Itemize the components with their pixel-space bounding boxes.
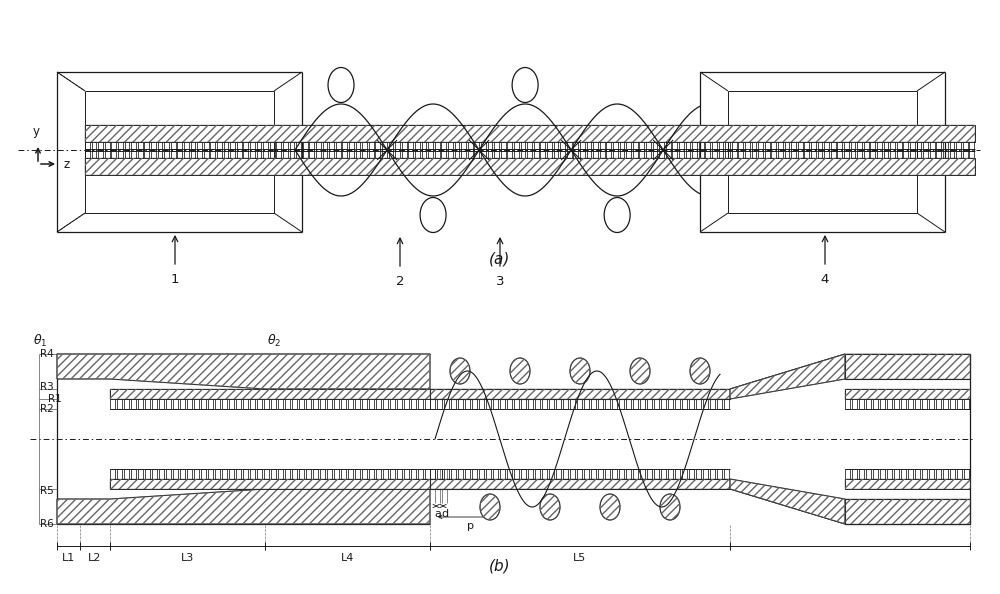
- Bar: [845, 389, 970, 399]
- Ellipse shape: [630, 358, 650, 384]
- Polygon shape: [57, 354, 430, 389]
- Polygon shape: [845, 354, 970, 379]
- Bar: [845, 389, 970, 399]
- Text: R1: R1: [48, 394, 62, 404]
- Bar: [845, 479, 970, 489]
- Text: R5: R5: [40, 486, 54, 496]
- Text: 4: 4: [821, 273, 829, 286]
- Bar: [430, 389, 730, 399]
- Polygon shape: [57, 489, 430, 524]
- Bar: [85, 125, 975, 142]
- Text: R3: R3: [40, 382, 54, 392]
- Ellipse shape: [660, 494, 680, 520]
- Bar: [110, 389, 430, 399]
- Ellipse shape: [328, 68, 354, 103]
- Text: L4: L4: [341, 553, 354, 563]
- Ellipse shape: [450, 358, 470, 384]
- Ellipse shape: [570, 358, 590, 384]
- Bar: [430, 479, 730, 489]
- Polygon shape: [845, 499, 970, 524]
- Ellipse shape: [512, 68, 538, 103]
- Text: L5: L5: [573, 553, 587, 563]
- Ellipse shape: [420, 197, 446, 232]
- Ellipse shape: [690, 358, 710, 384]
- Polygon shape: [730, 479, 845, 524]
- Text: 2: 2: [396, 275, 404, 288]
- Ellipse shape: [480, 494, 500, 520]
- Text: a: a: [434, 509, 441, 519]
- Bar: [85, 125, 975, 142]
- Text: d: d: [441, 509, 448, 519]
- Text: L2: L2: [88, 553, 102, 563]
- Bar: [110, 479, 430, 489]
- Bar: [845, 479, 970, 489]
- Text: R4: R4: [40, 349, 54, 359]
- Ellipse shape: [540, 494, 560, 520]
- Ellipse shape: [600, 494, 620, 520]
- Text: y: y: [32, 125, 40, 138]
- Text: (b): (b): [489, 558, 511, 573]
- Ellipse shape: [604, 197, 630, 232]
- Ellipse shape: [510, 358, 530, 384]
- Bar: [110, 479, 430, 489]
- Text: R2: R2: [40, 404, 54, 414]
- Bar: [85, 158, 975, 175]
- Polygon shape: [730, 354, 845, 399]
- Text: (a): (a): [489, 251, 511, 267]
- Text: 1: 1: [171, 273, 179, 286]
- Text: R6: R6: [40, 519, 54, 529]
- Text: $\theta_2$: $\theta_2$: [267, 333, 281, 349]
- Text: z: z: [63, 159, 69, 172]
- Bar: [85, 158, 975, 175]
- Text: 3: 3: [496, 275, 504, 288]
- Bar: [430, 479, 730, 489]
- Text: L1: L1: [62, 553, 75, 563]
- Text: p: p: [466, 521, 474, 531]
- Bar: [110, 389, 430, 399]
- Text: $\theta_1$: $\theta_1$: [33, 333, 47, 349]
- Bar: [430, 389, 730, 399]
- Text: L3: L3: [181, 553, 194, 563]
